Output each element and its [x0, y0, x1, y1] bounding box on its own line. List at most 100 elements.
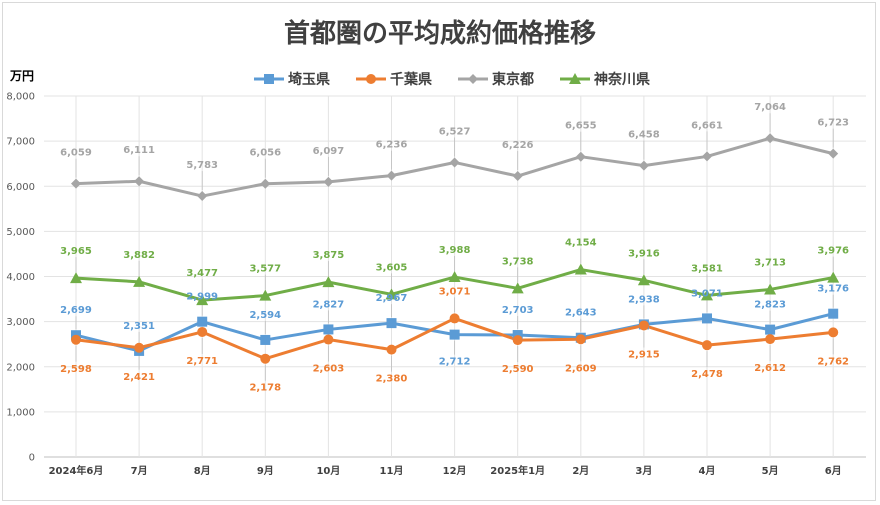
legend-marker — [569, 73, 581, 84]
data-point-marker — [512, 330, 523, 341]
x-tick-label: 3月 — [635, 465, 652, 477]
chart-title: 首都圏の平均成約価格推移 — [284, 18, 596, 49]
data-point-marker — [197, 326, 208, 337]
data-point-marker — [197, 316, 208, 327]
data-label: 2,603 — [313, 364, 345, 375]
data-point-marker — [197, 191, 208, 202]
data-label: 2,712 — [439, 357, 471, 368]
data-point-marker — [449, 157, 460, 168]
data-label: 2,594 — [249, 310, 281, 321]
data-point-marker — [702, 313, 712, 324]
data-label: 3,581 — [691, 263, 723, 274]
data-point-marker — [134, 342, 145, 353]
y-axis: 0 1,000 2,000 3,000 4,000 5,000 6,000 7,000 8,00… — [6, 92, 35, 464]
data-point-marker — [448, 271, 461, 283]
data-label: 2,771 — [186, 356, 218, 367]
data-label: 2,823 — [754, 300, 786, 311]
legend-label: 神奈川県 — [594, 71, 650, 88]
data-label: 2,380 — [376, 374, 408, 385]
data-label: 3,965 — [60, 246, 92, 257]
data-point-marker — [574, 263, 587, 275]
x-tick-label: 2025年1月 — [490, 464, 545, 477]
data-label: 2,421 — [123, 372, 155, 383]
data-label: 6,655 — [565, 121, 597, 132]
legend-item-1: 千葉県 — [356, 71, 432, 88]
data-label: 2,915 — [628, 349, 660, 360]
x-tick-label: 8月 — [194, 465, 211, 477]
data-point-marker — [511, 282, 524, 294]
label-leader-lines — [75, 113, 834, 381]
x-tick-label: 10月 — [316, 465, 340, 477]
data-label: 2,478 — [691, 369, 723, 380]
data-point-marker — [134, 176, 145, 187]
x-tick-label: 11月 — [380, 465, 404, 477]
series-markers — [70, 133, 840, 364]
data-label: 5,783 — [186, 160, 218, 171]
data-point-marker — [828, 327, 839, 338]
data-point-marker — [386, 170, 397, 181]
data-point-marker — [449, 313, 460, 324]
data-point-marker — [71, 178, 81, 189]
data-point-marker — [386, 318, 397, 329]
legend-marker — [366, 74, 376, 84]
x-tick-label: 7月 — [131, 465, 148, 477]
data-label: 3,882 — [123, 250, 155, 261]
y-tick-label: 0 — [29, 453, 35, 464]
legend-item-0: 埼玉県 — [254, 71, 330, 88]
data-label: 2,699 — [60, 305, 92, 316]
y-tick-label: 4,000 — [6, 272, 35, 283]
data-label: 2,999 — [186, 292, 218, 303]
data-point-marker — [322, 276, 335, 288]
data-label: 3,976 — [817, 246, 849, 257]
data-point-marker — [765, 133, 776, 144]
data-label: 6,661 — [691, 120, 723, 131]
data-label: 2,178 — [249, 383, 281, 394]
data-label: 2,827 — [313, 299, 345, 310]
data-point-marker — [323, 324, 334, 335]
data-point-marker — [70, 272, 82, 284]
data-point-marker — [702, 340, 712, 351]
x-tick-label: 4月 — [699, 465, 716, 477]
y-tick-label: 5,000 — [6, 227, 35, 238]
data-label: 3,916 — [628, 248, 660, 259]
y-tick-label: 8,000 — [6, 92, 35, 103]
data-label: 2,612 — [754, 363, 786, 374]
data-label: 2,609 — [565, 363, 597, 374]
data-label: 3,071 — [439, 286, 471, 297]
data-point-marker — [260, 178, 271, 189]
data-label: 6,527 — [439, 126, 471, 137]
data-label: 3,071 — [691, 288, 723, 299]
data-label: 3,176 — [817, 284, 849, 295]
legend-item-3: 神奈川県 — [560, 71, 650, 88]
data-point-marker — [638, 160, 649, 171]
data-label: 2,938 — [628, 294, 660, 305]
y-axis-unit-label: 万円 — [9, 69, 34, 83]
data-label: 3,713 — [754, 257, 786, 268]
data-point-marker — [828, 308, 839, 319]
data-label: 6,236 — [376, 140, 408, 151]
data-point-marker — [449, 329, 460, 340]
data-point-marker — [764, 283, 777, 295]
data-point-marker — [575, 334, 586, 345]
data-label: 6,226 — [502, 140, 534, 151]
data-label: 3,988 — [439, 245, 471, 256]
data-label: 3,577 — [249, 264, 281, 275]
legend-label: 千葉県 — [390, 71, 432, 88]
data-label: 6,097 — [313, 146, 345, 157]
data-point-marker — [637, 274, 650, 286]
y-tick-label: 1,000 — [6, 407, 35, 418]
x-tick-label: 2月 — [572, 465, 589, 477]
data-point-marker — [259, 289, 272, 301]
data-point-marker — [512, 171, 523, 182]
data-point-marker — [701, 289, 713, 301]
data-point-marker — [575, 151, 586, 162]
x-tick-label: 2024年6月 — [49, 464, 104, 477]
legend-label: 東京都 — [492, 71, 534, 88]
legend-label: 埼玉県 — [288, 71, 330, 88]
data-labels: 2,699 2,351 2,999 2,594 2,827 2,967 2,712 2,703… — [60, 102, 849, 393]
data-label: 2,351 — [123, 321, 155, 332]
data-label: 3,738 — [502, 256, 534, 267]
data-label: 3,605 — [376, 262, 408, 273]
